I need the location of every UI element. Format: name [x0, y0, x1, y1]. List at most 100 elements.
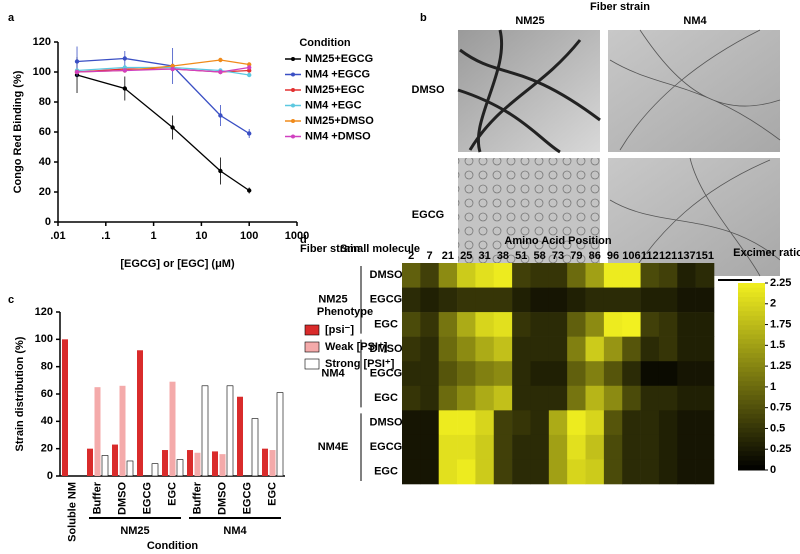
heat-cell: [567, 263, 586, 288]
heat-cell: [640, 312, 660, 337]
y-tick-label: 0: [47, 470, 53, 482]
colorbar-segment: [738, 339, 765, 345]
legend-swatch: [304, 324, 320, 336]
legend-label: NM25+DMSO: [305, 115, 374, 127]
legend-marker: [291, 119, 295, 123]
colorbar-segment: [738, 399, 765, 406]
heat-cell: [438, 385, 458, 411]
heat-cell: [530, 434, 550, 460]
row-label: EGCG: [370, 294, 402, 306]
heat-cell: [603, 263, 623, 288]
y-tick-label: 40: [39, 156, 51, 168]
x-tick-label: 58: [534, 250, 546, 262]
colorbar-segment: [738, 413, 765, 420]
heat-cell: [420, 459, 440, 485]
group-label: NM4: [321, 367, 345, 379]
y-tick-label: 100: [33, 66, 51, 78]
bar: [87, 448, 93, 476]
heat-cell: [493, 410, 513, 436]
legend-title: Condition: [299, 37, 351, 49]
heat-cell: [622, 410, 641, 436]
colorbar-segment: [738, 451, 765, 457]
x-tick-label: .1: [101, 230, 110, 242]
heat-cell: [658, 361, 678, 387]
y-axis-label: Strain distribution (%): [14, 336, 26, 451]
heat-cell: [677, 336, 696, 362]
x-tick-label: 106: [622, 250, 640, 262]
colorbar-segment: [738, 297, 765, 303]
heat-cell: [493, 385, 513, 411]
heat-cell: [585, 410, 605, 436]
heat-cell: [640, 287, 660, 313]
colorbar-segment: [738, 418, 765, 424]
x-tick-label: EGC: [266, 482, 278, 506]
series-line: [76, 74, 250, 192]
colorbar-segment: [738, 343, 765, 349]
heat-cell: [548, 336, 568, 362]
colorbar-tick-label: 0: [770, 464, 776, 476]
heat-cell: [640, 434, 660, 460]
heat-cell: [567, 410, 586, 436]
colorbar-tick-label: 2: [770, 298, 776, 310]
heat-cell: [622, 287, 641, 313]
heat-cell: [603, 336, 623, 362]
colorbar-tick-label: 2.25: [770, 277, 791, 289]
column-label: NM4: [683, 15, 707, 27]
bar: [201, 385, 209, 477]
panel-label: d: [300, 234, 307, 246]
colorbar-segment: [738, 334, 765, 340]
heat-cell: [658, 459, 678, 485]
heat-cell: [438, 336, 458, 362]
heat-cell: [695, 263, 715, 288]
heat-cell: [438, 263, 458, 288]
heat-cell: [420, 385, 440, 411]
heat-cell: [603, 459, 623, 485]
bar: [151, 463, 159, 477]
fiber: [609, 29, 781, 151]
row-label: DMSO: [370, 269, 403, 281]
data-point: [218, 69, 223, 75]
heat-cell: [457, 336, 476, 362]
heat-cell: [658, 287, 678, 313]
bar: [269, 450, 276, 476]
y-tick-label: 60: [39, 126, 51, 138]
row-label: DMSO: [412, 84, 445, 96]
heat-cell: [457, 459, 476, 485]
colorbar-segment: [738, 423, 765, 429]
data-point: [247, 131, 252, 136]
legend-label: [psi⁻]: [325, 324, 354, 336]
legend-swatch: [304, 358, 320, 370]
colorbar-tick-label: 1.5: [770, 339, 785, 351]
x-tick-label: EGCG: [141, 482, 153, 514]
heat-cell: [658, 410, 678, 436]
y-tick-label: 60: [41, 388, 53, 400]
colorbar-segment: [738, 329, 765, 335]
heat-cell: [475, 459, 495, 485]
heat-cell: [493, 434, 513, 460]
heat-cell: [677, 361, 696, 387]
heat-cell: [585, 263, 605, 288]
bar: [251, 418, 259, 477]
data-point: [247, 72, 252, 78]
data-point: [74, 69, 80, 75]
bar: [162, 450, 168, 476]
heat-cell: [438, 312, 458, 337]
row-label: EGCG: [412, 209, 444, 221]
colorbar-tick-label: 0.75: [770, 402, 791, 414]
heat-cell: [457, 434, 476, 460]
data-point: [122, 56, 128, 61]
heat-cell: [548, 434, 568, 460]
heat-cell: [658, 312, 678, 337]
colorbar-segment: [738, 287, 765, 293]
heat-cell: [585, 385, 605, 411]
legend-label: NM4 +EGC: [305, 99, 362, 111]
colorbar-segment: [738, 427, 765, 434]
heat-cell: [695, 287, 715, 313]
data-point: [218, 113, 223, 118]
colorbar-segment: [738, 381, 765, 387]
heat-cell: [402, 385, 421, 411]
heat-cell: [493, 336, 513, 362]
heat-cell: [567, 287, 586, 313]
heat-cell: [475, 410, 495, 436]
